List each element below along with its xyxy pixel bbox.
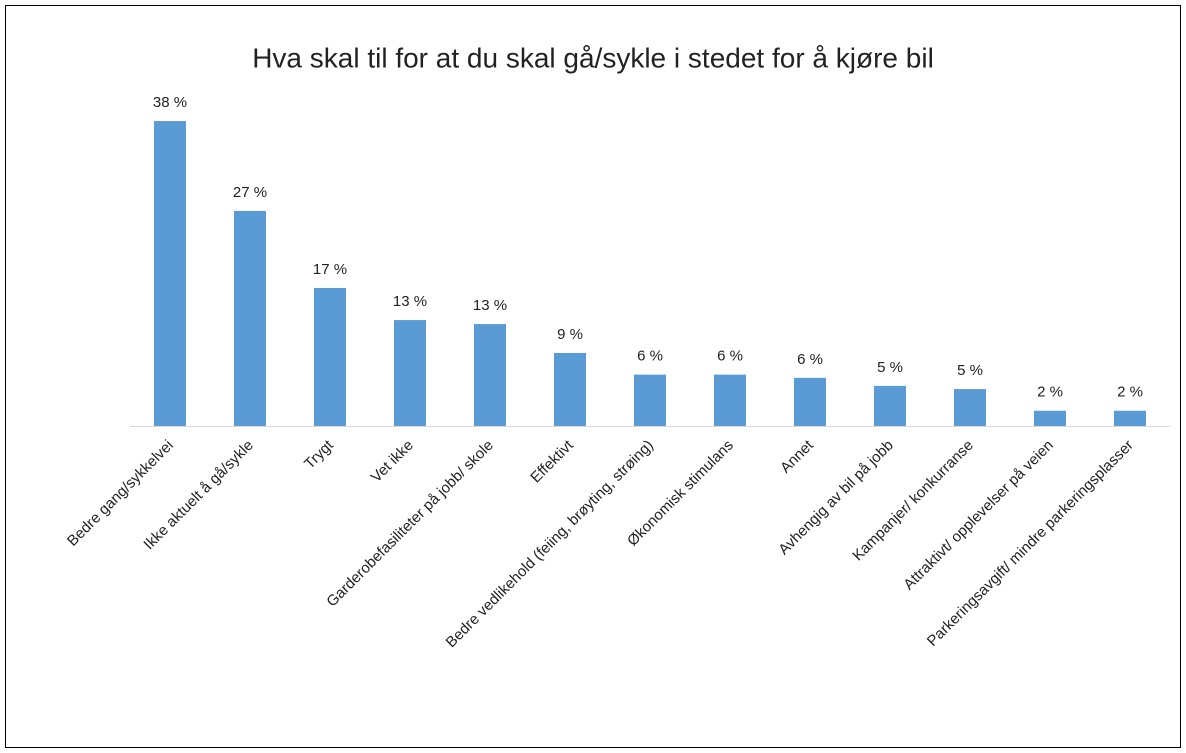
- data-label: 13 %: [393, 293, 427, 310]
- data-label: 5 %: [957, 362, 983, 379]
- data-label: 5 %: [877, 359, 903, 376]
- bar: [874, 385, 906, 426]
- bar: [1034, 410, 1066, 426]
- bar: [634, 374, 666, 426]
- data-label: 13 %: [473, 297, 507, 314]
- data-label: 9 %: [557, 326, 583, 343]
- data-label: 2 %: [1037, 384, 1063, 401]
- bar: [794, 377, 826, 426]
- bar: [954, 389, 986, 426]
- bar: [154, 121, 186, 427]
- data-label: 6 %: [637, 348, 663, 365]
- bar: [474, 324, 506, 426]
- bar: [714, 374, 746, 426]
- bar: [1114, 410, 1146, 426]
- bar: [234, 210, 266, 426]
- data-label: 27 %: [233, 184, 267, 201]
- data-label: 38 %: [153, 94, 187, 111]
- bar: [314, 287, 346, 426]
- chart-border: [5, 5, 1181, 748]
- bar: [394, 320, 426, 426]
- bar: [554, 352, 586, 426]
- chart-title: Hva skal til for at du skal gå/sykle i s…: [252, 42, 934, 73]
- data-label: 2 %: [1117, 384, 1143, 401]
- data-label: 17 %: [313, 261, 347, 278]
- data-label: 6 %: [797, 351, 823, 368]
- data-label: 6 %: [717, 348, 743, 365]
